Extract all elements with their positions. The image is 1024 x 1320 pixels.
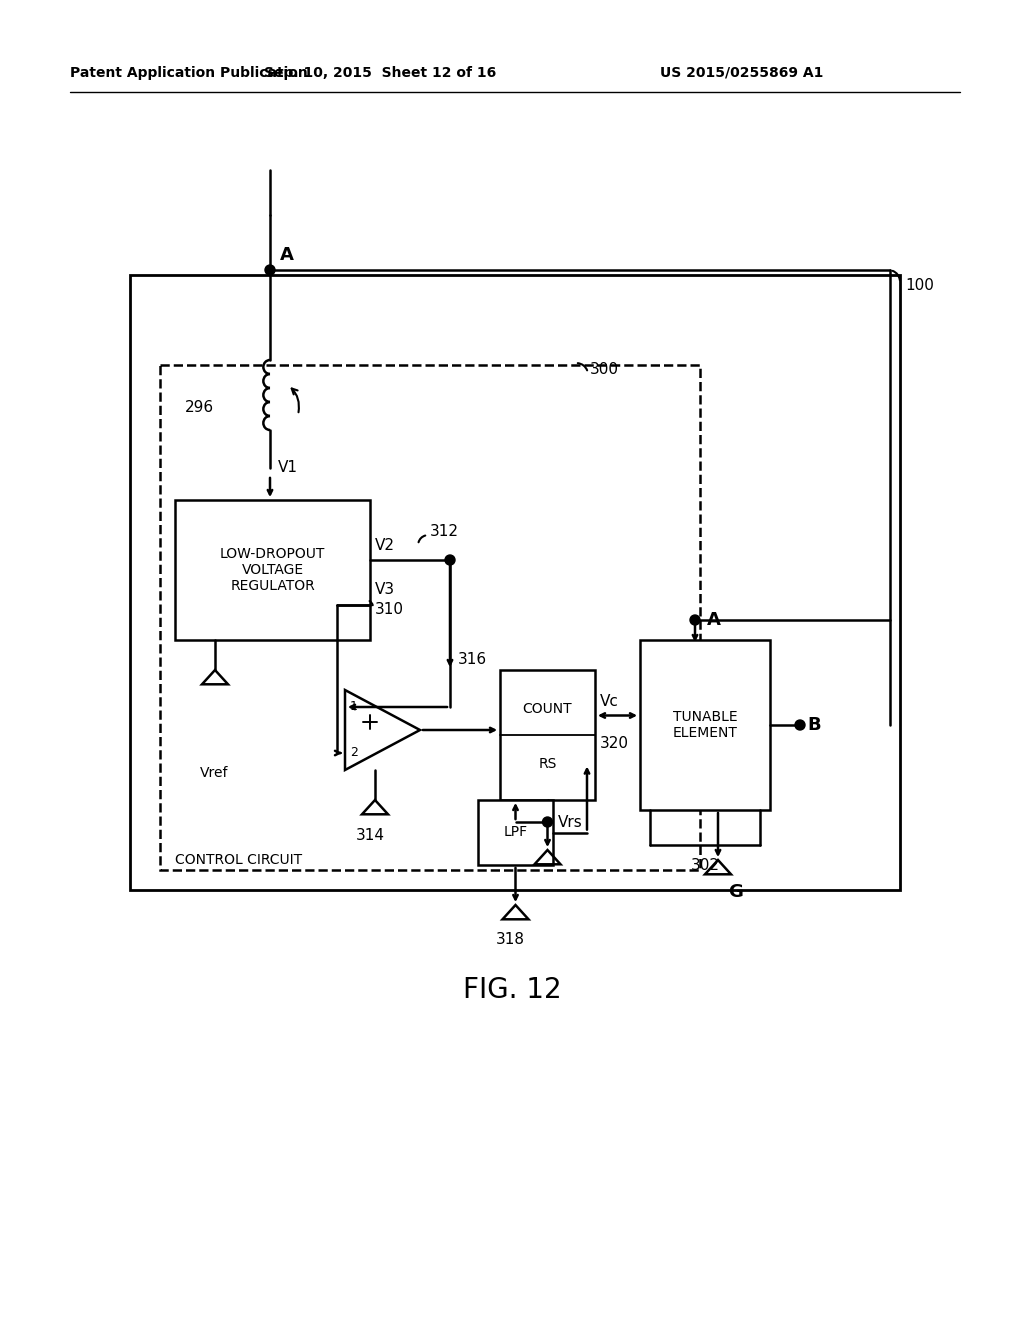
Text: TUNABLE
ELEMENT: TUNABLE ELEMENT <box>673 710 737 741</box>
Text: V1: V1 <box>278 461 298 475</box>
Text: US 2015/0255869 A1: US 2015/0255869 A1 <box>660 66 823 81</box>
Bar <box>175 500 370 640</box>
Text: COUNT: COUNT <box>522 702 572 715</box>
Text: Vc: Vc <box>600 694 618 709</box>
Circle shape <box>543 817 553 828</box>
Text: B: B <box>807 715 820 734</box>
Text: 300: 300 <box>590 363 618 378</box>
Text: 310: 310 <box>375 602 404 618</box>
Text: FIG. 12: FIG. 12 <box>463 975 561 1005</box>
Text: 312: 312 <box>430 524 459 540</box>
Bar <box>130 275 900 890</box>
Text: Vrs: Vrs <box>558 814 583 830</box>
Bar <box>640 640 770 810</box>
Text: LPF: LPF <box>504 825 527 840</box>
Bar <box>500 671 595 800</box>
Circle shape <box>690 615 700 624</box>
Text: V3: V3 <box>375 582 395 598</box>
Text: 302: 302 <box>690 858 720 873</box>
Text: V2: V2 <box>375 537 395 553</box>
Bar <box>478 800 553 865</box>
Text: 316: 316 <box>458 652 487 668</box>
Text: 296: 296 <box>185 400 214 416</box>
Text: CONTROL CIRCUIT: CONTROL CIRCUIT <box>175 853 302 867</box>
Text: 318: 318 <box>496 932 525 948</box>
Polygon shape <box>345 690 420 770</box>
Text: LOW-DROPOUT
VOLTAGE
REGULATOR: LOW-DROPOUT VOLTAGE REGULATOR <box>220 546 326 593</box>
Text: 314: 314 <box>355 828 384 842</box>
Circle shape <box>445 554 455 565</box>
Text: 2: 2 <box>350 747 357 759</box>
Text: Patent Application Publication: Patent Application Publication <box>70 66 308 81</box>
Circle shape <box>795 719 805 730</box>
Bar <box>160 366 700 870</box>
Text: A: A <box>280 246 294 264</box>
Text: 320: 320 <box>600 737 629 751</box>
Text: A: A <box>707 611 721 630</box>
Text: 1: 1 <box>350 701 357 714</box>
Text: 100: 100 <box>905 277 934 293</box>
Text: Sep. 10, 2015  Sheet 12 of 16: Sep. 10, 2015 Sheet 12 of 16 <box>264 66 496 81</box>
Text: Vref: Vref <box>200 766 228 780</box>
Circle shape <box>265 265 275 275</box>
Text: G: G <box>728 883 742 902</box>
Text: RS: RS <box>539 756 557 771</box>
